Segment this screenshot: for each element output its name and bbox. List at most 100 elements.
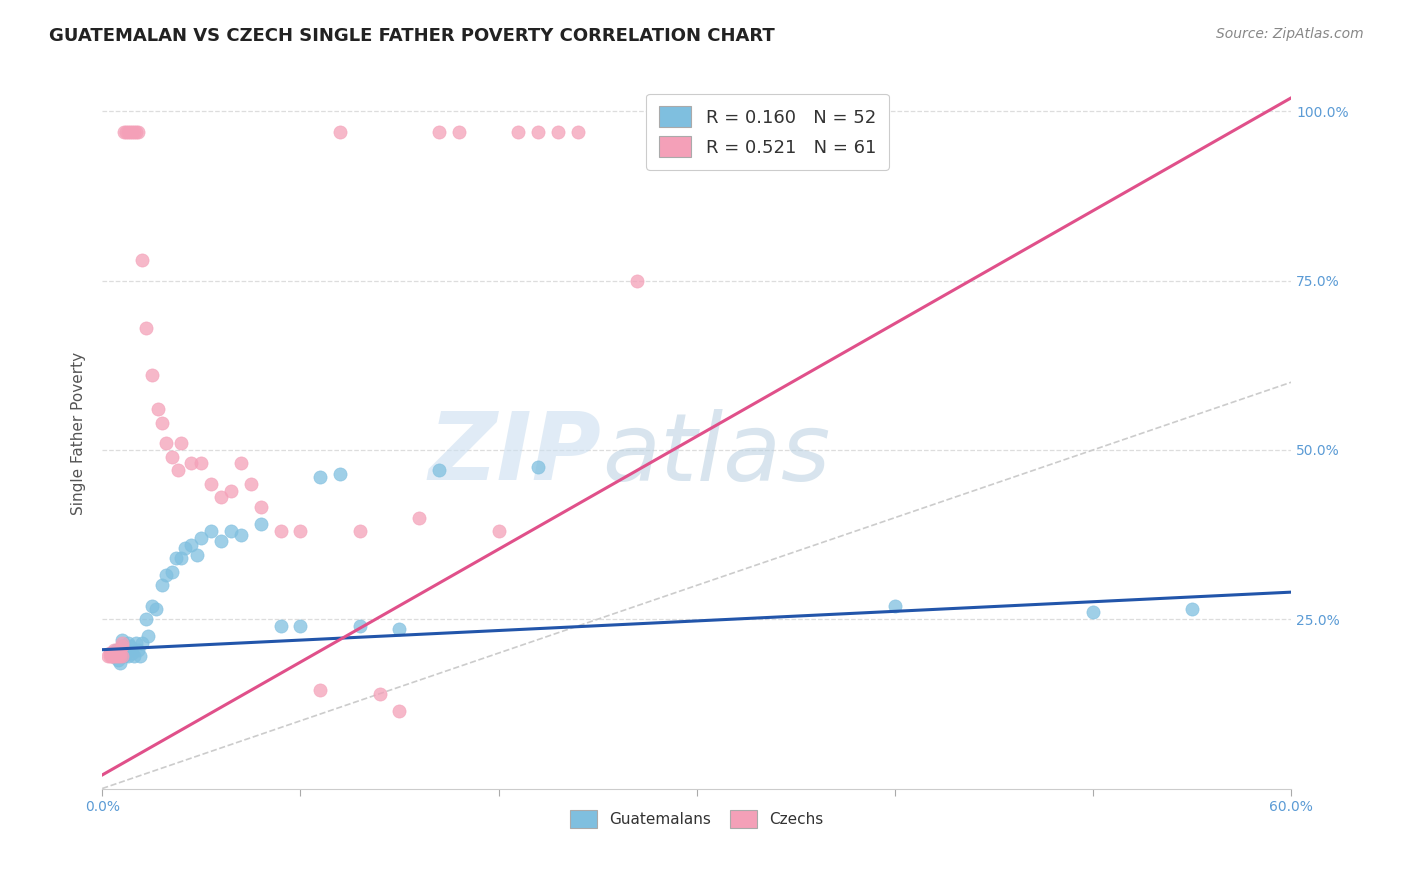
Point (249, 517, 271, 532)
Point (136, 629, 159, 643)
Point (121, 125, 143, 139)
Point (105, 642, 128, 657)
Point (108, 646, 131, 660)
Point (115, 125, 138, 139)
Point (107, 646, 129, 660)
Point (186, 548, 208, 562)
Point (200, 476, 222, 491)
Point (527, 125, 550, 139)
Point (170, 436, 193, 450)
Point (107, 653, 129, 667)
Point (97, 649, 120, 664)
Point (408, 510, 430, 524)
Point (117, 636, 139, 650)
Point (349, 524, 371, 538)
Point (105, 649, 128, 664)
Point (190, 457, 212, 471)
Point (118, 640, 141, 654)
Point (884, 599, 907, 613)
Point (329, 125, 352, 139)
Point (117, 649, 139, 664)
Point (101, 649, 124, 664)
Point (219, 524, 242, 538)
Point (547, 125, 569, 139)
Point (150, 416, 173, 430)
Point (388, 704, 411, 718)
Text: Source: ZipAtlas.com: Source: ZipAtlas.com (1216, 27, 1364, 41)
Point (368, 687, 391, 701)
Point (122, 649, 145, 664)
Point (125, 636, 148, 650)
Point (111, 640, 134, 654)
Point (190, 531, 212, 545)
Point (165, 551, 187, 566)
Point (488, 524, 510, 538)
Point (155, 436, 177, 450)
Point (141, 599, 163, 613)
Point (108, 649, 131, 664)
Point (180, 457, 202, 471)
Point (105, 646, 128, 660)
Point (101, 649, 124, 664)
Point (108, 657, 131, 671)
Point (427, 463, 450, 477)
Point (527, 459, 550, 474)
Point (103, 642, 125, 657)
Point (150, 578, 173, 592)
Point (309, 683, 332, 698)
Point (427, 125, 450, 139)
Point (155, 568, 177, 582)
Point (290, 524, 312, 538)
Point (103, 646, 125, 660)
Point (249, 500, 271, 515)
Point (229, 527, 252, 541)
Point (135, 612, 157, 626)
Point (118, 125, 141, 139)
Legend: Guatemalans, Czechs: Guatemalans, Czechs (564, 805, 830, 834)
Point (115, 646, 138, 660)
Point (112, 125, 135, 139)
Point (309, 470, 332, 484)
Point (160, 565, 183, 579)
Text: atlas: atlas (602, 409, 830, 500)
Point (447, 125, 470, 139)
Point (111, 640, 134, 654)
Point (122, 125, 145, 139)
Text: ZIP: ZIP (429, 409, 602, 500)
Point (121, 646, 143, 660)
Point (785, 125, 807, 139)
Point (101, 649, 124, 664)
Point (98, 646, 121, 660)
Point (219, 483, 242, 498)
Point (98, 649, 121, 664)
Point (160, 450, 183, 464)
Point (209, 491, 232, 505)
Point (239, 476, 262, 491)
Point (117, 125, 139, 139)
Point (111, 632, 134, 647)
Text: GUATEMALAN VS CZECH SINGLE FATHER POVERTY CORRELATION CHART: GUATEMALAN VS CZECH SINGLE FATHER POVERT… (49, 27, 775, 45)
Point (180, 538, 202, 552)
Point (508, 125, 530, 139)
Point (108, 649, 131, 664)
Point (108, 642, 131, 657)
Point (127, 125, 149, 139)
Point (111, 636, 134, 650)
Point (103, 649, 125, 664)
Point (229, 457, 252, 471)
Point (135, 321, 157, 335)
Point (107, 646, 129, 660)
Point (1081, 606, 1104, 620)
Point (209, 534, 232, 549)
Point (107, 642, 129, 657)
Point (105, 649, 128, 664)
Point (1181, 602, 1204, 616)
Point (101, 646, 124, 660)
Point (270, 619, 292, 633)
Point (329, 467, 352, 481)
Point (127, 642, 149, 657)
Point (626, 274, 648, 288)
Point (844, 125, 866, 139)
Point (131, 636, 153, 650)
Point (290, 619, 312, 633)
